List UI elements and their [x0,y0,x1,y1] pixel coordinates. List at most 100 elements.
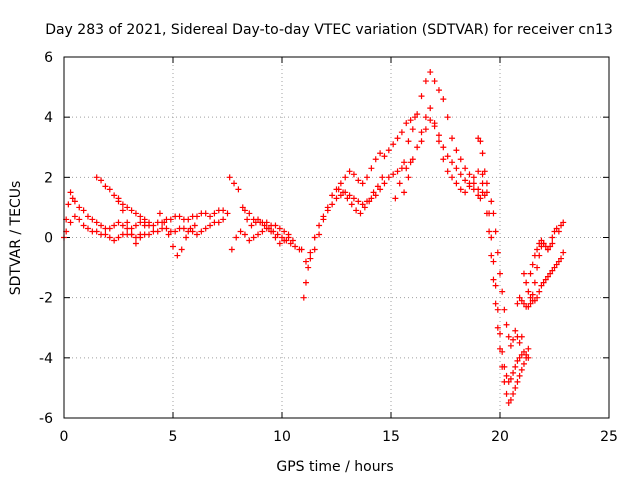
data-point [185,216,192,223]
series-1 [63,213,227,244]
data-point [316,231,323,238]
data-point [453,165,460,172]
data-point [534,264,541,271]
data-points [61,69,567,406]
data-point [180,225,187,232]
data-point [418,129,425,136]
data-point [401,159,408,166]
data-point [355,198,362,205]
y-axis-label: SDTVAR / TECUs [8,181,24,296]
data-point [466,180,473,187]
data-point [555,228,562,235]
data-point [67,219,74,226]
data-point [246,210,253,217]
y-tick-label: 2 [44,170,53,186]
data-point [542,276,549,283]
data-point [422,126,429,133]
data-point [531,297,538,304]
data-point [381,153,388,160]
data-point [67,189,74,196]
data-point [403,120,410,127]
data-point [287,240,294,247]
data-point [516,294,523,301]
data-point [544,246,551,253]
data-point [527,300,534,307]
data-point [475,168,482,175]
data-point [510,336,517,343]
data-point [453,147,460,154]
data-point [272,222,279,229]
data-point [93,174,100,181]
series-15 [479,180,532,406]
data-point [132,210,139,217]
data-point [161,219,168,226]
data-point [124,219,131,226]
data-point [475,135,482,142]
data-point [520,270,527,277]
data-point [390,171,397,178]
data-point [390,141,397,148]
data-point [483,189,490,196]
data-point [333,195,340,202]
data-point [483,210,490,217]
data-point [111,237,118,244]
data-point [525,288,532,295]
data-point [503,390,510,397]
data-point [516,339,523,346]
data-point [518,333,525,340]
data-point [494,249,501,256]
data-point [342,174,349,181]
data-point [444,168,451,175]
series-7 [241,207,292,238]
data-point [292,243,299,250]
data-point [241,231,248,238]
data-point [248,222,255,229]
x-tick-label: 0 [60,429,69,445]
data-point [431,78,438,85]
data-point [346,192,353,199]
data-point [128,231,135,238]
data-point [302,258,309,265]
data-point [276,240,283,247]
data-point [475,192,482,199]
data-point [84,225,91,232]
data-point [377,186,384,193]
data-point [529,261,536,268]
data-point [499,363,506,370]
data-point [368,165,375,172]
data-point [403,165,410,172]
data-point [202,225,209,232]
data-point [492,300,499,307]
data-point [544,273,551,280]
data-point [512,363,519,370]
data-point [320,216,327,223]
data-point [285,231,292,238]
data-point [137,213,144,220]
data-point [80,222,87,229]
data-point [115,234,122,241]
data-point [172,228,179,235]
data-point [396,180,403,187]
data-point [558,222,565,229]
data-point [71,213,78,220]
data-point [497,345,503,352]
data-point [488,198,495,205]
data-point [231,180,238,187]
series-3 [115,198,148,247]
data-point [409,126,416,133]
data-point [490,258,497,265]
data-point [503,372,510,379]
data-point [497,330,503,337]
x-tick-label: 10 [273,429,291,445]
data-point [512,384,519,391]
grid [64,57,609,418]
data-point [263,219,270,226]
data-point [523,279,530,286]
x-tick-label: 5 [169,429,178,445]
data-point [374,183,381,190]
data-point [350,195,357,202]
data-point [523,354,530,361]
data-point [457,171,464,178]
data-point [527,270,534,277]
data-point [379,174,386,181]
